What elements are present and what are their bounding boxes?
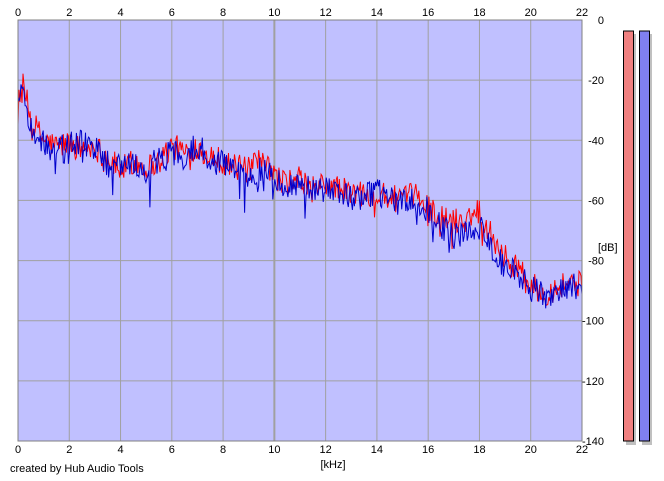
x-tick-label-top: 12	[320, 7, 332, 19]
plot-frame	[17, 19, 583, 442]
y-axis-label: [dB]	[598, 242, 618, 254]
y-tick-label: -20	[588, 75, 604, 87]
x-tick-label-top: 8	[220, 7, 226, 19]
x-tick-label-top: 10	[268, 7, 280, 19]
x-tick-label-bottom: 6	[169, 444, 175, 456]
credit-text: created by Hub Audio Tools	[10, 463, 144, 475]
x-tick-label-bottom: 0	[15, 444, 21, 456]
x-tick-label-bottom: 20	[525, 444, 537, 456]
right-level-meter	[639, 30, 650, 442]
x-tick-label-bottom: 10	[268, 444, 280, 456]
right-channel-line	[17, 84, 583, 309]
x-tick-label-bottom: 2	[66, 444, 72, 456]
x-tick-label-top: 22	[576, 7, 588, 19]
level-meters	[623, 30, 652, 445]
x-tick-label-bottom: 18	[473, 444, 485, 456]
x-tick-label-bottom: 14	[371, 444, 383, 456]
y-tick-label: 0	[598, 15, 604, 27]
x-tick-label-top: 2	[66, 7, 72, 19]
x-tick-label-top: 20	[525, 7, 537, 19]
y-tick-label: -80	[588, 256, 604, 268]
x-tick-label-top: 6	[169, 7, 175, 19]
x-tick-label-bottom: 16	[422, 444, 434, 456]
left-level-meter	[623, 30, 634, 442]
x-tick-label-top: 16	[422, 7, 434, 19]
spectrum-lines	[17, 73, 583, 309]
y-tick-label: -120	[582, 376, 604, 388]
y-tick-label: -140	[582, 436, 604, 448]
y-tick-label: -60	[588, 195, 604, 207]
y-tick-label: -40	[588, 135, 604, 147]
x-tick-label-bottom: 4	[117, 444, 123, 456]
x-tick-label-top: 4	[117, 7, 123, 19]
x-axis-label: [kHz]	[320, 459, 345, 471]
x-tick-label-top: 14	[371, 7, 383, 19]
x-tick-label-bottom: 12	[320, 444, 332, 456]
x-tick-label-top: 18	[473, 7, 485, 19]
y-axis-ticks: 0 -20 -40 -60 -80 -100 -120 -140	[582, 15, 604, 448]
x-tick-label-bottom: 22	[576, 444, 588, 456]
x-tick-label-top: 0	[15, 7, 21, 19]
x-tick-label-bottom: 8	[220, 444, 226, 456]
y-tick-label: -100	[582, 316, 604, 328]
